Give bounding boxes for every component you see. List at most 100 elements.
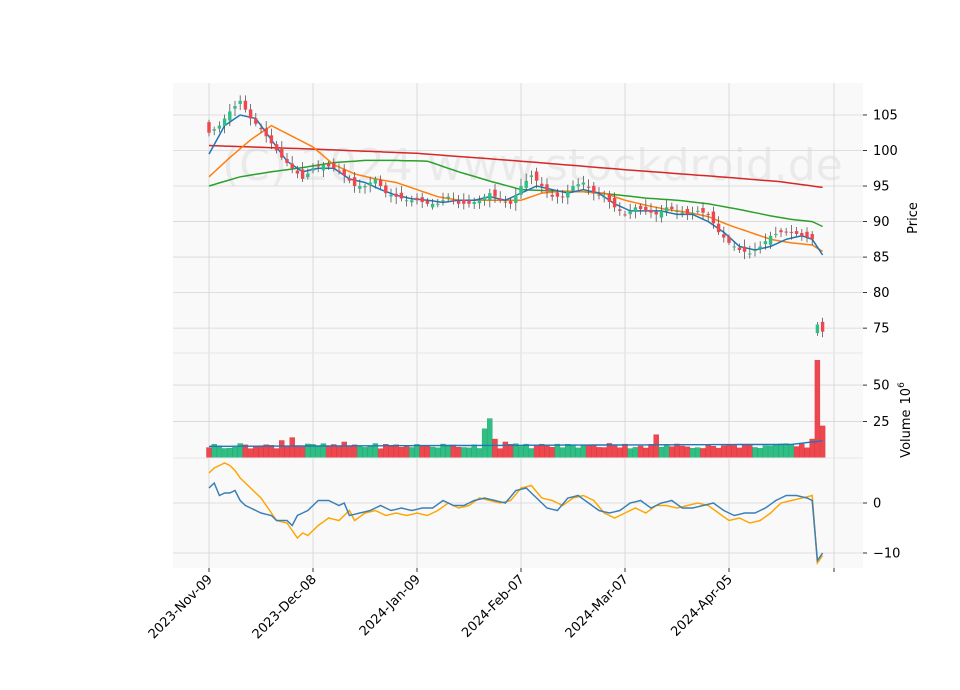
candle-body bbox=[311, 168, 315, 171]
volume-bar bbox=[611, 445, 618, 459]
candle-body bbox=[664, 207, 669, 212]
volume-bar bbox=[814, 360, 821, 459]
oscillator-lines bbox=[208, 462, 824, 566]
candle-body bbox=[451, 200, 456, 202]
volume-bar bbox=[315, 446, 321, 459]
volume-bar bbox=[549, 447, 555, 459]
volume-bar bbox=[575, 447, 581, 459]
candle-body bbox=[295, 170, 300, 174]
candle-body bbox=[378, 179, 383, 187]
candle-body bbox=[415, 197, 419, 201]
candle-body bbox=[508, 201, 513, 204]
candle-body bbox=[659, 210, 664, 218]
candle-body bbox=[560, 196, 565, 198]
candle-body bbox=[566, 191, 570, 198]
volume-bar bbox=[424, 445, 431, 459]
candle-body bbox=[758, 246, 762, 249]
candle-body bbox=[222, 118, 227, 127]
volume-bar bbox=[487, 418, 493, 459]
candle-body bbox=[352, 177, 357, 187]
candle-body bbox=[628, 210, 632, 215]
candle-body bbox=[248, 109, 253, 119]
volume-bar bbox=[445, 444, 451, 459]
volume-bar bbox=[409, 447, 415, 459]
candle-body bbox=[779, 230, 783, 233]
candle-body bbox=[306, 173, 310, 178]
volume-bar bbox=[414, 444, 420, 459]
volume-bar bbox=[450, 444, 457, 459]
candle-body bbox=[280, 147, 284, 158]
price-tick-label: 95 bbox=[873, 180, 890, 195]
volume-bar bbox=[268, 445, 275, 459]
volume-bar bbox=[227, 447, 233, 459]
candle-body bbox=[576, 184, 580, 187]
volume-bar bbox=[700, 448, 706, 459]
candle-body bbox=[420, 197, 424, 203]
x-tick-label: 2023-Dec-08 bbox=[250, 572, 320, 642]
candle-body bbox=[550, 194, 554, 197]
volume-series bbox=[206, 360, 826, 459]
volume-bar bbox=[580, 445, 587, 459]
volume-bar bbox=[461, 447, 467, 459]
candle-body bbox=[274, 144, 279, 151]
candle-body bbox=[794, 231, 799, 234]
x-tick-label: 2024-Feb-07 bbox=[459, 572, 528, 641]
volume-bar bbox=[492, 438, 498, 459]
candle-body bbox=[410, 200, 414, 203]
volume-bar bbox=[632, 447, 639, 459]
volume-bar bbox=[253, 445, 259, 459]
candle-body bbox=[472, 202, 476, 204]
candle-body bbox=[722, 234, 726, 238]
volume-bar bbox=[393, 444, 399, 459]
volume-bar bbox=[533, 445, 540, 459]
candle-body bbox=[633, 207, 638, 212]
candle-body bbox=[592, 185, 596, 194]
volume-tick-label: 50 bbox=[873, 379, 890, 394]
volume-bar bbox=[362, 447, 368, 459]
candle-body bbox=[732, 246, 736, 248]
candle-body bbox=[456, 200, 461, 204]
price-axis-title: Price bbox=[906, 202, 921, 234]
volume-bar bbox=[221, 448, 228, 459]
volume-bar bbox=[762, 445, 769, 459]
candle-body bbox=[363, 186, 367, 188]
volume-bar bbox=[429, 446, 436, 459]
x-tick-label: 2024-Apr-05 bbox=[668, 572, 735, 639]
volume-tick-label: 25 bbox=[873, 415, 890, 430]
candle-body bbox=[696, 210, 700, 212]
volume-bar bbox=[689, 447, 696, 459]
candle-body bbox=[488, 193, 492, 201]
volume-bar bbox=[715, 447, 722, 459]
volume-bar bbox=[289, 437, 295, 459]
candle-body bbox=[233, 106, 237, 109]
volume-bar bbox=[279, 440, 285, 459]
candle-body bbox=[519, 186, 523, 195]
candle-body bbox=[254, 118, 258, 124]
volume-bar bbox=[741, 444, 748, 459]
candle-body bbox=[711, 211, 716, 224]
candle-body bbox=[680, 212, 684, 214]
candle-body bbox=[623, 214, 627, 216]
volume-bar bbox=[351, 444, 358, 459]
candle-body bbox=[394, 193, 398, 197]
candle-body bbox=[243, 100, 248, 110]
volume-bar bbox=[767, 445, 774, 459]
candle-body bbox=[300, 169, 305, 179]
volume-bar bbox=[247, 448, 254, 459]
candle-body bbox=[649, 209, 653, 213]
candle-body bbox=[384, 185, 388, 194]
volume-bar bbox=[476, 448, 483, 459]
volume-bar bbox=[591, 444, 597, 459]
volume-bar bbox=[736, 447, 743, 459]
volume-bar bbox=[658, 446, 665, 459]
price-tick-label: 85 bbox=[873, 251, 890, 266]
volume-bar bbox=[419, 446, 425, 459]
candle-body bbox=[774, 233, 778, 235]
x-tick-label: 2023-Nov-09 bbox=[146, 572, 216, 642]
volume-bar bbox=[627, 448, 633, 459]
candle-body bbox=[425, 200, 430, 204]
candle-body bbox=[269, 135, 274, 144]
candle-body bbox=[737, 247, 742, 250]
candle-body bbox=[540, 183, 544, 187]
candle-body bbox=[368, 182, 372, 186]
